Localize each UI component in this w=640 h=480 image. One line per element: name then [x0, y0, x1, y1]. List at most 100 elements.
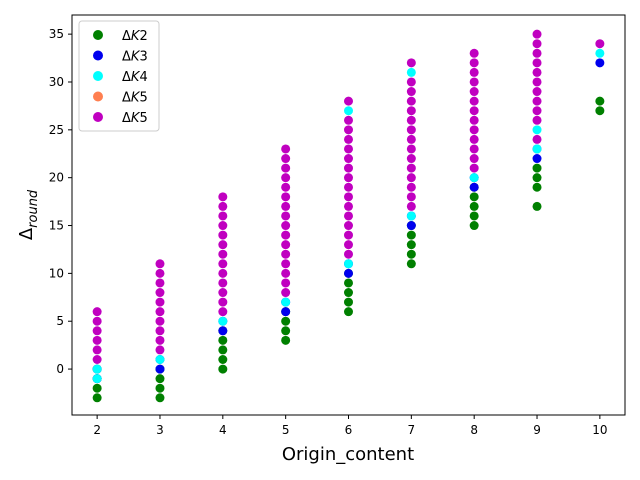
x-tick-label: 4	[219, 423, 227, 437]
legend-box	[78, 20, 160, 132]
data-point	[281, 182, 291, 192]
data-point	[218, 345, 228, 355]
legend-item: ΔK2	[93, 29, 148, 44]
x-tick-label: 6	[345, 423, 353, 437]
data-point	[281, 268, 291, 278]
data-point	[344, 278, 353, 288]
y-tick-label: 25	[49, 123, 64, 137]
data-point	[155, 259, 165, 269]
data-point	[92, 393, 102, 403]
data-point	[218, 211, 228, 221]
legend-label: ΔK4	[122, 70, 148, 85]
data-point	[155, 345, 165, 355]
data-point	[532, 67, 542, 77]
data-point	[344, 106, 353, 116]
data-point	[155, 335, 165, 345]
legend-marker	[93, 91, 103, 102]
data-point	[155, 326, 165, 336]
data-point	[532, 87, 542, 97]
data-point	[344, 221, 353, 231]
data-point	[218, 335, 228, 345]
legend-item: ΔK5	[93, 111, 148, 126]
data-point	[595, 96, 605, 106]
data-point	[469, 192, 479, 202]
legend-items: ΔK2 ΔK3 ΔK4 ΔK5 ΔK5	[93, 29, 148, 126]
x-axis: 2 3 4 5 6 7 8 9 10	[93, 415, 608, 437]
data-point	[281, 259, 291, 269]
data-point	[406, 249, 416, 259]
x-tick-label: 5	[282, 423, 290, 437]
legend-marker	[93, 71, 103, 81]
data-point	[281, 221, 291, 231]
data-point	[218, 249, 228, 259]
y-axis-label-subscript: round	[26, 189, 41, 228]
legend-label: ΔK2	[122, 29, 148, 44]
data-point	[406, 96, 416, 106]
data-point	[218, 326, 228, 336]
data-point	[281, 326, 291, 336]
data-point	[344, 125, 353, 135]
data-point	[281, 230, 291, 240]
data-point	[469, 134, 479, 144]
data-point	[532, 39, 542, 49]
data-point	[218, 201, 228, 211]
data-point	[595, 39, 605, 49]
data-point	[406, 163, 416, 173]
data-point	[532, 29, 542, 39]
data-point	[532, 173, 542, 183]
data-point	[155, 307, 165, 317]
legend-label: ΔK5	[122, 91, 148, 106]
x-tick-label: 8	[470, 423, 478, 437]
x-tick-label: 7	[408, 423, 416, 437]
data-point	[532, 58, 542, 68]
data-point	[469, 96, 479, 106]
data-point	[281, 249, 291, 259]
data-point	[92, 326, 102, 336]
data-point	[406, 77, 416, 87]
data-point	[469, 67, 479, 77]
data-point	[344, 249, 353, 259]
data-point	[595, 58, 605, 68]
data-point	[344, 115, 353, 125]
y-axis-label: Δround	[16, 189, 41, 240]
y-axis: 0 5 10 15 20 25 30 35	[49, 27, 72, 376]
data-point	[281, 211, 291, 221]
data-point	[469, 211, 479, 221]
data-point	[344, 182, 353, 192]
legend: ΔK2 ΔK3 ΔK4 ΔK5 ΔK5	[78, 20, 160, 132]
data-point	[344, 211, 353, 221]
data-point	[469, 77, 479, 87]
data-point	[92, 355, 102, 364]
data-point	[155, 374, 165, 384]
data-point	[155, 355, 165, 364]
legend-label: ΔK3	[122, 50, 148, 65]
data-point	[218, 278, 228, 288]
series-5	[92, 29, 605, 364]
data-point	[344, 96, 353, 106]
x-tick-label: 2	[93, 423, 101, 437]
data-point	[344, 230, 353, 240]
x-tick-label: 10	[592, 423, 607, 437]
data-point	[469, 58, 479, 68]
data-point	[218, 192, 228, 202]
data-point	[406, 144, 416, 154]
legend-marker	[93, 50, 103, 61]
data-point	[281, 144, 291, 154]
data-point	[155, 364, 165, 374]
data-point	[532, 201, 542, 211]
data-point	[469, 48, 479, 58]
data-point	[595, 48, 605, 58]
y-tick-label: 35	[49, 27, 64, 41]
data-point	[344, 268, 353, 278]
data-point	[532, 182, 542, 192]
data-point	[532, 115, 542, 125]
data-point	[532, 48, 542, 58]
data-point	[469, 87, 479, 97]
data-point	[344, 307, 353, 317]
data-point	[344, 154, 353, 164]
points-layer	[92, 29, 605, 403]
data-point	[406, 106, 416, 116]
data-point	[344, 288, 353, 298]
data-point	[469, 106, 479, 116]
